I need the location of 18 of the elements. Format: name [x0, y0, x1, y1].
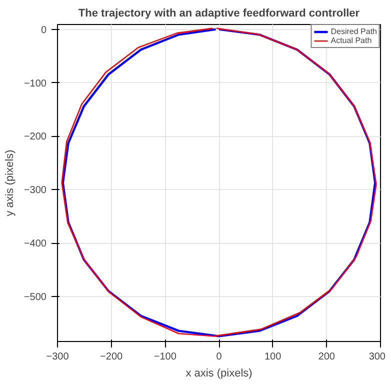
- x-axis-title: x axis (pixels): [186, 368, 252, 380]
- y-tick-label: −500: [24, 292, 47, 304]
- y-tick-label: −200: [24, 132, 47, 143]
- x-tick-label: −200: [100, 352, 124, 362]
- y-tick-label: 0: [40, 24, 47, 36]
- y-tick-label: −300: [24, 185, 47, 196]
- y-axis-title: y axis (pixels): [4, 150, 16, 216]
- x-tick-label: −100: [154, 352, 177, 362]
- y-tick-label: −400: [24, 238, 47, 250]
- x-tick-label: −300: [46, 352, 70, 362]
- x-tick-label: 200: [318, 352, 336, 362]
- x-tick-label: 100: [264, 352, 282, 362]
- x-tick-label: 0: [216, 352, 222, 362]
- legend-label: Actual Path: [330, 36, 372, 45]
- x-tick-label: 300: [368, 352, 386, 362]
- chart-title: The trajectory with an adaptive feedforward controller: [78, 8, 360, 20]
- y-tick-label: −100: [24, 78, 47, 90]
- legend-label: Desired Path: [330, 27, 377, 36]
